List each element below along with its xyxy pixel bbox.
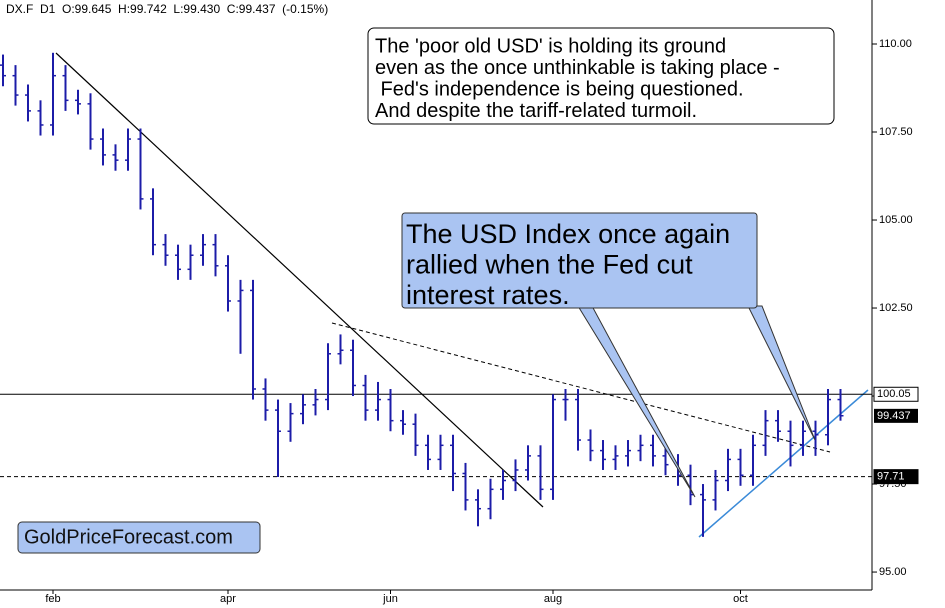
y-tick-label: 102.50 [879, 302, 913, 314]
x-tick-label: oct [733, 593, 748, 605]
note-box [367, 27, 835, 125]
level-label-box [873, 386, 919, 402]
level-label: 100.05 [877, 388, 911, 400]
callout-box [401, 212, 758, 309]
last-price-label: 99.437 [877, 410, 911, 422]
level-label: 97.71 [877, 471, 905, 483]
x-tick-label: apr [220, 593, 236, 605]
x-tick-label: aug [544, 593, 562, 605]
x-tick-label: jun [382, 593, 398, 605]
callout-line: interest rates. [406, 280, 570, 310]
callout-line: The USD Index once again [406, 219, 730, 249]
note-line: even as the once unthinkable is taking p… [375, 57, 780, 79]
watermark-box [17, 521, 261, 554]
note-line: The 'poor old USD' is holding its ground [375, 35, 726, 57]
chart-title: DX.F D1 O:99.645 H:99.742 L:99.430 C:99.… [6, 2, 328, 16]
level-label-box [873, 469, 919, 485]
trend-line-dashed [331, 322, 831, 453]
watermark: GoldPriceForecast.com [24, 526, 233, 548]
y-tick-label: 110.00 [879, 38, 912, 50]
y-tick-label: 107.50 [879, 126, 913, 138]
y-tick-label: 105.00 [879, 214, 913, 226]
callout-line: rallied when the Fed cut [406, 250, 693, 280]
y-tick-label: 95.00 [879, 566, 907, 578]
note-line: Fed's independence is being questioned. [375, 78, 744, 100]
last-price-box [874, 408, 918, 423]
x-tick-label: feb [45, 593, 60, 605]
trend-line [55, 52, 544, 508]
note-line: And despite the tariff-related turmoil. [375, 100, 697, 122]
